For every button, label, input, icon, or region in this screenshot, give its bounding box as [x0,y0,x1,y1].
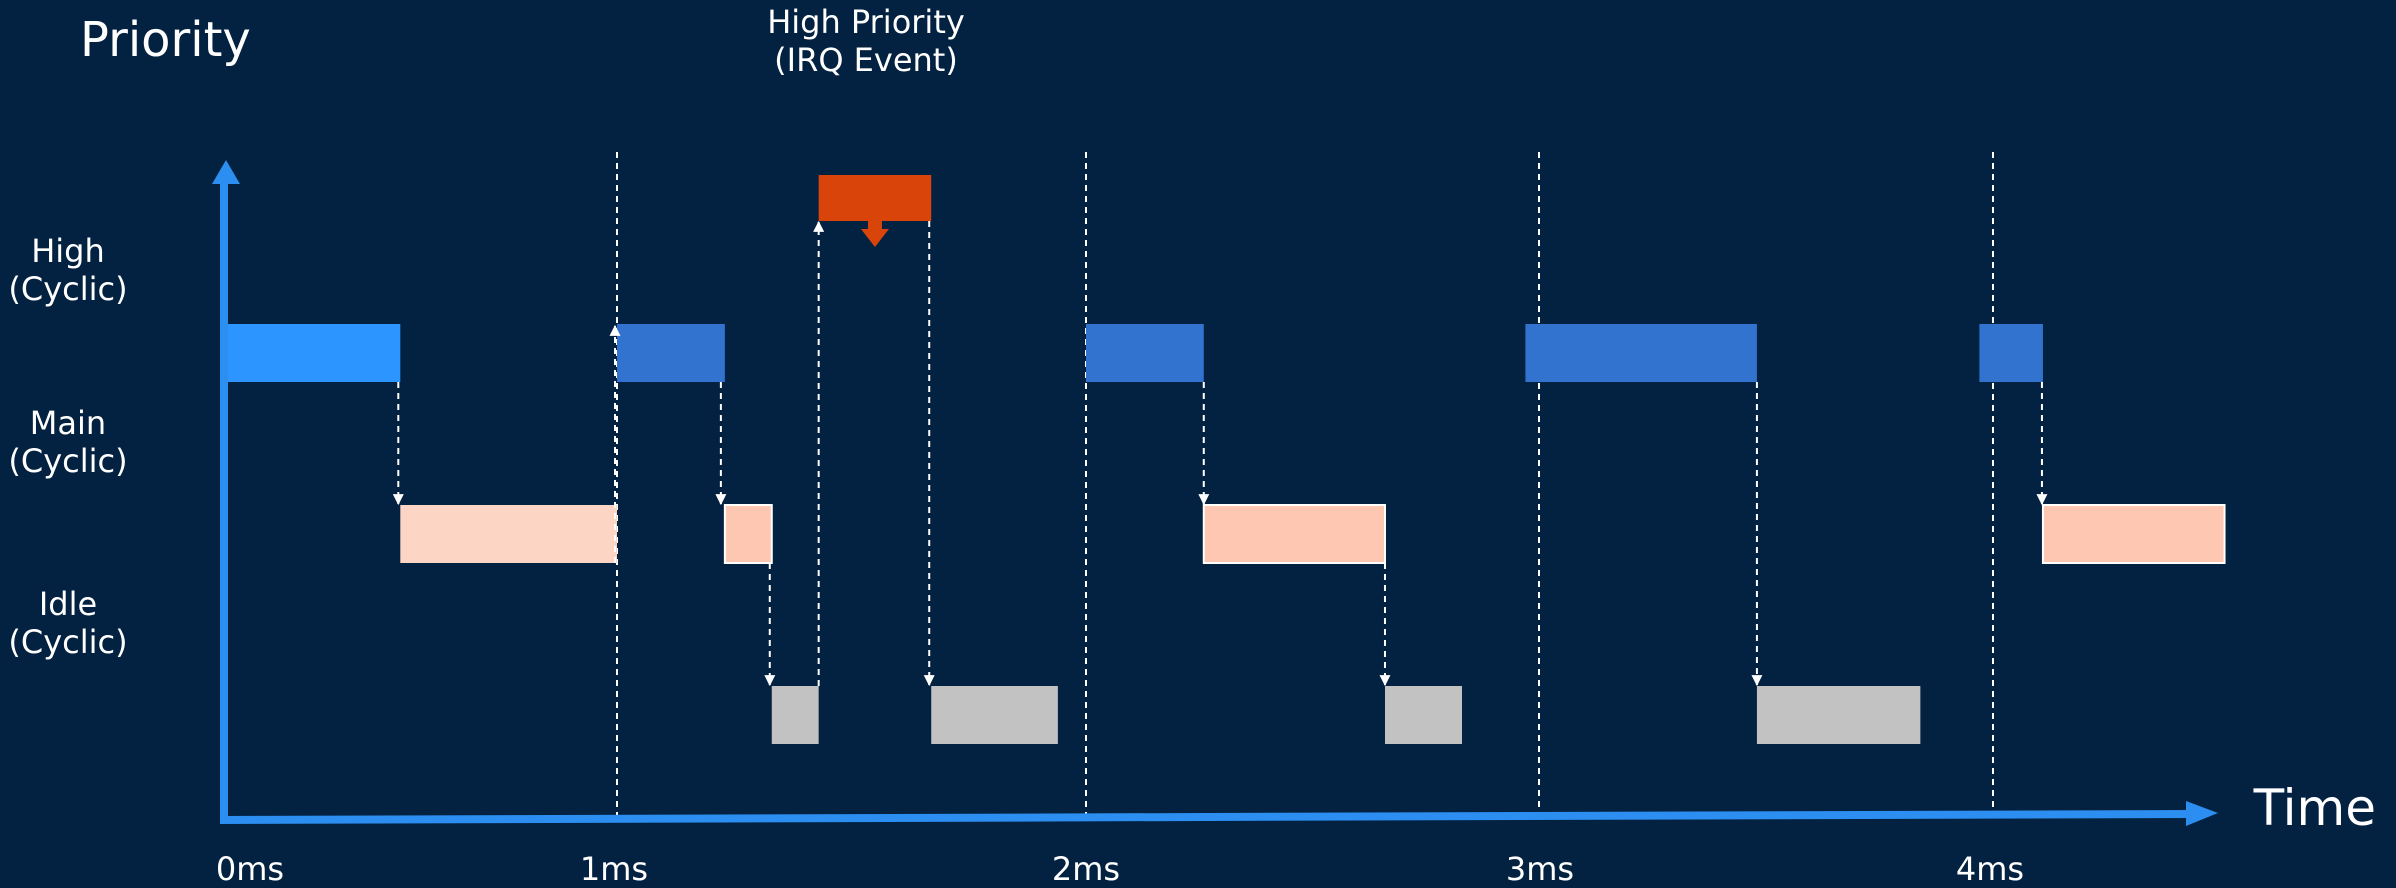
tick-label-2ms: 2ms [1052,850,1120,888]
high-task-bar-1 [223,324,401,382]
idle-task-bar-2 [931,686,1058,744]
x-axis-label: Time [2253,779,2376,837]
chart-marks [212,152,2226,826]
idle-task-bar-4 [1756,686,1921,744]
chart-title: Priority [80,12,251,68]
tick-label-1ms: 1ms [580,850,648,888]
row-label-high-line1: High [31,232,105,270]
tick-label-0ms: 0ms [216,850,284,888]
idle-task-bar-3 [1384,686,1462,744]
main-task-bar-3 [1202,504,1386,564]
tick-label-3ms: 3ms [1506,850,1574,888]
row-label-idle-line2: (Cyclic) [8,623,127,661]
row-label-main-line2: (Cyclic) [8,442,127,480]
irq-label-line2: (IRQ Event) [774,41,958,79]
row-label-idle-line1: Idle [39,585,97,623]
idle-task-bar-1 [771,686,819,744]
row-label-main-line1: Main [30,404,106,442]
irq-event-bar [818,175,932,221]
high-task-bar-3 [1086,324,1204,382]
main-task-bar-1 [400,505,617,563]
y-axis-arrow-icon [212,160,240,184]
irq-down-arrow-icon [860,221,889,247]
tick-label-4ms: 4ms [1956,850,2024,888]
row-label-high-line2: (Cyclic) [8,270,127,308]
main-task-bar-4 [2041,504,2226,564]
high-task-bar-4 [1525,324,1757,382]
high-task-bar-5 [1979,324,2043,382]
irq-label-line1: High Priority [767,3,965,41]
x-axis-arrow-icon [2186,801,2218,826]
high-task-bar-2 [617,324,725,382]
x-axis-line [219,810,2191,824]
main-task-bar-2 [723,504,773,564]
